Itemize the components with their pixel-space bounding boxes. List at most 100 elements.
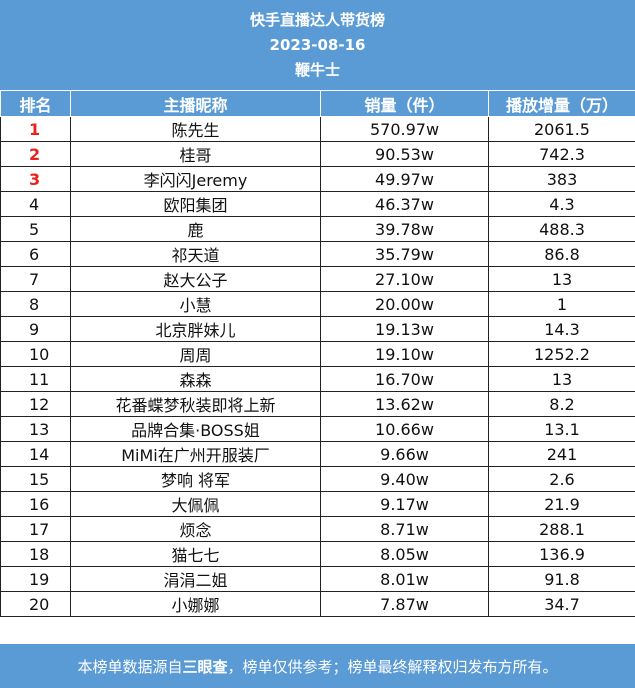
column-header-sales: 销量（件） — [320, 90, 489, 117]
table-row: 6 祁天道 35.79w 86.8 — [0, 241, 635, 267]
name-cell: MiMi在广州开服装厂 — [70, 441, 321, 467]
table-row: 8 小慧 20.00w 1 — [0, 291, 635, 317]
sales-cell: 39.78w — [320, 216, 489, 242]
table-row: 20 小娜娜 7.87w 34.7 — [0, 591, 635, 617]
footer-source: 三眼查 — [182, 657, 228, 676]
rank-cell: 16 — [0, 491, 71, 517]
name-cell: 桂哥 — [70, 141, 321, 167]
table-row: 5 鹿 39.78w 488.3 — [0, 216, 635, 242]
rank-cell: 5 — [0, 216, 71, 242]
plays-cell: 241 — [488, 441, 635, 467]
name-cell: 花番蝶梦秋装即将上新 — [70, 391, 321, 417]
sales-cell: 16.70w — [320, 366, 489, 392]
table-row: 18 猫七七 8.05w 136.9 — [0, 541, 635, 567]
ranking-table: 排名 主播昵称 销量（件） 播放增量（万） 1 陈先生 570.97w 2061.5 2… — [0, 90, 635, 617]
name-cell: 李闪闪Jeremy — [70, 166, 321, 192]
sales-cell: 19.13w — [320, 316, 489, 342]
name-cell: 品牌合集·BOSS姐 — [70, 416, 321, 442]
column-header-plays: 播放增量（万） — [488, 90, 635, 117]
sales-cell: 9.17w — [320, 491, 489, 517]
date-label: 2023-08-16 — [269, 35, 366, 54]
name-cell: 北京胖妹儿 — [70, 316, 321, 342]
plays-cell: 2061.5 — [488, 116, 635, 142]
plays-cell: 136.9 — [488, 541, 635, 567]
table-row: 15 梦响 将军 9.40w 2.6 — [0, 466, 635, 492]
name-cell: 小娜娜 — [70, 591, 321, 617]
sales-cell: 27.10w — [320, 266, 489, 292]
rank-cell: 17 — [0, 516, 71, 542]
plays-cell: 288.1 — [488, 516, 635, 542]
column-header-rank: 排名 — [0, 90, 71, 117]
page-title: 快手直播达人带货榜 — [249, 10, 385, 29]
table-row: 17 烦念 8.71w 288.1 — [0, 516, 635, 542]
name-cell: 猫七七 — [70, 541, 321, 567]
sales-cell: 13.62w — [320, 391, 489, 417]
plays-cell: 13 — [488, 366, 635, 392]
rank-cell: 14 — [0, 441, 71, 467]
name-cell: 祁天道 — [70, 241, 321, 267]
name-cell: 欧阳集团 — [70, 191, 321, 217]
plays-cell: 14.3 — [488, 316, 635, 342]
rank-cell: 2 — [0, 141, 71, 167]
brand-label: 鞭牛士 — [294, 60, 340, 79]
sales-cell: 8.71w — [320, 516, 489, 542]
name-cell: 森森 — [70, 366, 321, 392]
table-row: 9 北京胖妹儿 19.13w 14.3 — [0, 316, 635, 342]
plays-cell: 488.3 — [488, 216, 635, 242]
rank-cell: 12 — [0, 391, 71, 417]
footer-note: 本榜单数据源自 三眼查 ，榜单仅供参考；榜单最终解释权归发布方所有。 — [0, 644, 635, 688]
plays-cell: 13.1 — [488, 416, 635, 442]
footer-suffix: ，榜单仅供参考；榜单最终解释权归发布方所有。 — [227, 657, 558, 676]
table-row: 13 品牌合集·BOSS姐 10.66w 13.1 — [0, 416, 635, 442]
sales-cell: 570.97w — [320, 116, 489, 142]
plays-cell: 21.9 — [488, 491, 635, 517]
sales-cell: 46.37w — [320, 191, 489, 217]
rank-cell: 1 — [0, 116, 71, 142]
table-row: 14 MiMi在广州开服装厂 9.66w 241 — [0, 441, 635, 467]
name-cell: 涓涓二姐 — [70, 566, 321, 592]
name-cell: 大佩佩 — [70, 491, 321, 517]
plays-cell: 4.3 — [488, 191, 635, 217]
name-cell: 梦响 将军 — [70, 466, 321, 492]
rank-cell: 20 — [0, 591, 71, 617]
table-row: 2 桂哥 90.53w 742.3 — [0, 141, 635, 167]
table-row: 4 欧阳集团 46.37w 4.3 — [0, 191, 635, 217]
sales-cell: 8.01w — [320, 566, 489, 592]
page-header: 快手直播达人带货榜 2023-08-16 鞭牛士 — [0, 0, 635, 90]
table-row: 16 大佩佩 9.17w 21.9 — [0, 491, 635, 517]
name-cell: 鹿 — [70, 216, 321, 242]
table-row: 10 周周 19.10w 1252.2 — [0, 341, 635, 367]
table-row: 19 涓涓二姐 8.01w 91.8 — [0, 566, 635, 592]
plays-cell: 1252.2 — [488, 341, 635, 367]
rank-cell: 13 — [0, 416, 71, 442]
footer-prefix: 本榜单数据源自 — [77, 657, 183, 676]
sales-cell: 7.87w — [320, 591, 489, 617]
column-header-name: 主播昵称 — [70, 90, 321, 117]
rank-cell: 10 — [0, 341, 71, 367]
name-cell: 周周 — [70, 341, 321, 367]
plays-cell: 8.2 — [488, 391, 635, 417]
rank-cell: 4 — [0, 191, 71, 217]
name-cell: 小慧 — [70, 291, 321, 317]
plays-cell: 13 — [488, 266, 635, 292]
rank-cell: 9 — [0, 316, 71, 342]
sales-cell: 19.10w — [320, 341, 489, 367]
sales-cell: 49.97w — [320, 166, 489, 192]
table-row: 11 森森 16.70w 13 — [0, 366, 635, 392]
rank-cell: 19 — [0, 566, 71, 592]
rank-cell: 6 — [0, 241, 71, 267]
plays-cell: 91.8 — [488, 566, 635, 592]
table-row: 7 赵大公子 27.10w 13 — [0, 266, 635, 292]
rank-cell: 8 — [0, 291, 71, 317]
sales-cell: 20.00w — [320, 291, 489, 317]
plays-cell: 1 — [488, 291, 635, 317]
rank-cell: 7 — [0, 266, 71, 292]
name-cell: 陈先生 — [70, 116, 321, 142]
plays-cell: 742.3 — [488, 141, 635, 167]
rank-cell: 18 — [0, 541, 71, 567]
table-header-row: 排名 主播昵称 销量（件） 播放增量（万） — [0, 90, 635, 117]
table-row: 3 李闪闪Jeremy 49.97w 383 — [0, 166, 635, 192]
plays-cell: 86.8 — [488, 241, 635, 267]
sales-cell: 9.66w — [320, 441, 489, 467]
table-row: 12 花番蝶梦秋装即将上新 13.62w 8.2 — [0, 391, 635, 417]
